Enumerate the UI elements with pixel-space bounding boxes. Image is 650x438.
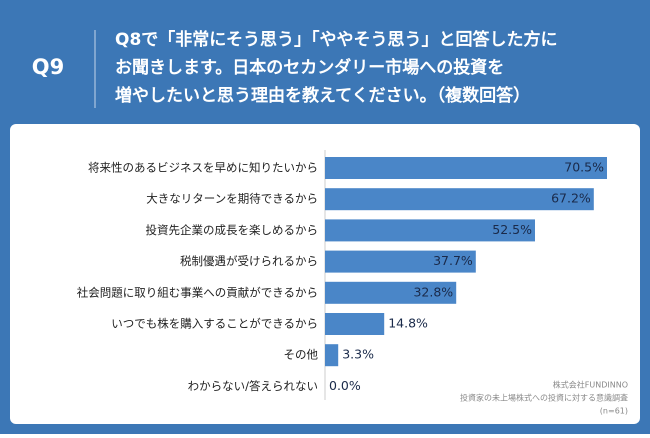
question-number: Q9 <box>32 55 64 79</box>
value-label: 67.2% <box>551 191 591 206</box>
source: 株式会社FUNDINNO <box>553 380 628 390</box>
bar <box>325 188 594 211</box>
category-label: 投資先企業の成長を楽しめるから <box>146 223 319 237</box>
title-line: Q8で「非常にそう思う」「ややそう思う」と回答した方に <box>115 29 557 50</box>
bar <box>325 313 385 335</box>
value-label: 14.8% <box>388 316 428 331</box>
category-label: 大きなリターンを期待できるから <box>146 192 318 206</box>
brand: リサピー <box>28 406 76 420</box>
bar <box>325 219 535 242</box>
source: (n=61) <box>600 407 628 416</box>
value-label: 52.5% <box>492 222 532 237</box>
brand-icon <box>11 406 25 420</box>
category-label: 税制優遇が受けられるから <box>180 254 318 268</box>
bar <box>325 344 339 367</box>
source: 投資家の未上場株式への投資に対する意識調査 <box>460 393 628 403</box>
value-label: 70.5% <box>564 160 604 175</box>
category-label: わからない/答えられない <box>188 379 318 393</box>
bar <box>325 281 457 304</box>
value-label: 3.3% <box>342 347 374 362</box>
bar <box>325 157 607 179</box>
bar <box>325 250 476 273</box>
title-line: 増やしたいと思う理由を教えてください。（複数回答） <box>115 85 530 106</box>
value-label: 32.8% <box>413 284 453 299</box>
title-line: お聞きします。日本のセカンダリー市場への投資を <box>115 57 504 78</box>
category-label: いつでも株を購入することができるから <box>111 317 318 331</box>
value-label: 37.7% <box>433 253 473 268</box>
category-label: その他 <box>284 348 319 362</box>
value-label: 0.0% <box>329 378 361 393</box>
category-label: 社会問題に取り組む事業への貢献ができるから <box>77 285 318 299</box>
category-label: 将来性のあるビジネスを早めに知りたいから <box>88 161 318 175</box>
